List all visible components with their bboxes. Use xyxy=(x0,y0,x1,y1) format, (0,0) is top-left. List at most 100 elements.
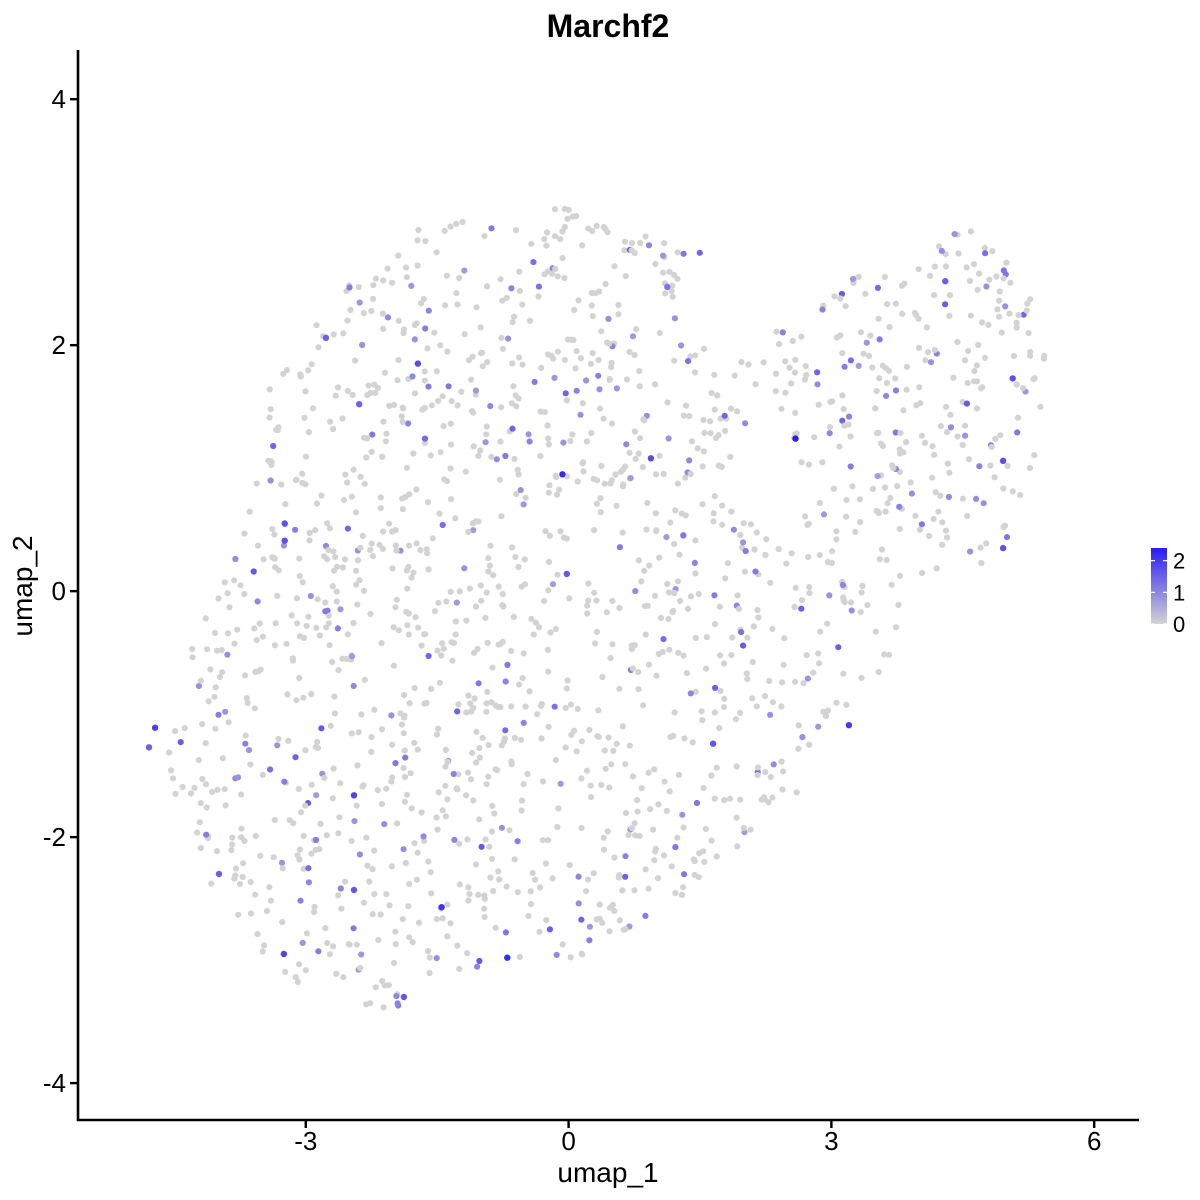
cell-point-high xyxy=(145,744,153,751)
cell-point xyxy=(361,676,368,683)
cell-point xyxy=(816,552,823,559)
cell-point xyxy=(382,438,389,445)
cell-point xyxy=(529,869,536,877)
cell-point xyxy=(295,785,302,793)
cell-point xyxy=(518,583,525,590)
cell-point xyxy=(1013,324,1020,331)
cell-point xyxy=(344,387,351,394)
cell-point xyxy=(622,926,629,933)
cell-point xyxy=(700,784,707,792)
cell-point xyxy=(508,544,516,551)
cell-point xyxy=(936,243,943,250)
cell-point xyxy=(322,925,329,932)
cell-point xyxy=(762,551,769,559)
cell-point xyxy=(622,273,629,280)
cell-point-high xyxy=(356,401,363,408)
cell-point xyxy=(216,673,224,681)
cell-point xyxy=(418,642,425,649)
cell-point xyxy=(671,357,678,364)
cell-point xyxy=(275,735,282,743)
cell-point xyxy=(169,775,177,782)
cell-point xyxy=(672,507,679,514)
cell-point xyxy=(325,620,332,627)
cell-point xyxy=(253,637,260,644)
cell-point xyxy=(481,905,488,912)
cell-point xyxy=(979,319,986,326)
cell-point xyxy=(371,891,378,898)
cell-point xyxy=(703,634,711,641)
cell-point xyxy=(557,236,564,243)
cell-point xyxy=(344,525,351,532)
cell-point xyxy=(583,377,590,384)
cell-point xyxy=(212,684,219,691)
cell-point xyxy=(208,788,216,796)
cell-point xyxy=(628,247,635,254)
cell-point xyxy=(367,389,374,397)
cell-point xyxy=(731,372,738,379)
cell-point xyxy=(172,790,179,798)
cell-point xyxy=(541,236,548,243)
cell-point xyxy=(403,791,411,798)
cell-point xyxy=(778,758,785,765)
cell-point xyxy=(469,749,476,757)
cell-point xyxy=(475,518,482,525)
cell-point xyxy=(826,592,833,599)
cell-point xyxy=(443,598,450,605)
cell-point xyxy=(772,370,780,377)
cell-point xyxy=(655,801,662,808)
cell-point xyxy=(408,574,415,581)
cell-point xyxy=(250,568,257,575)
cell-point xyxy=(392,527,399,534)
cell-point xyxy=(680,412,687,419)
cell-point xyxy=(329,583,336,590)
cell-point xyxy=(747,826,754,833)
cell-point xyxy=(475,452,482,459)
cell-point xyxy=(680,250,687,257)
cell-point xyxy=(802,513,809,520)
cell-point xyxy=(477,324,484,331)
cell-point xyxy=(991,474,998,481)
cell-point xyxy=(426,969,433,977)
cell-point xyxy=(510,613,517,621)
cell-point xyxy=(929,474,936,481)
cell-point xyxy=(403,274,410,281)
cell-point xyxy=(642,233,649,240)
cell-point xyxy=(728,508,735,515)
cell-point xyxy=(462,468,469,475)
cell-point xyxy=(455,701,462,708)
cell-point xyxy=(578,825,585,832)
cell-point xyxy=(270,854,277,861)
cell-point xyxy=(668,288,675,295)
y-axis-label: umap_2 xyxy=(7,535,38,636)
cell-point xyxy=(179,783,186,791)
cell-point xyxy=(484,639,491,646)
cell-point xyxy=(546,532,553,539)
cell-point xyxy=(562,390,569,397)
cell-point xyxy=(381,821,388,828)
cell-point xyxy=(549,270,556,277)
cell-point xyxy=(450,770,457,778)
cell-point xyxy=(254,542,262,549)
cell-point xyxy=(858,674,865,682)
cell-point xyxy=(421,439,429,446)
cell-point xyxy=(985,321,992,328)
cell-point xyxy=(587,360,595,367)
cell-point xyxy=(378,726,386,733)
cell-point xyxy=(214,647,221,654)
cell-point xyxy=(931,346,938,354)
cell-point xyxy=(522,703,529,710)
cell-point xyxy=(439,807,446,814)
cell-point xyxy=(363,454,370,461)
cell-point xyxy=(282,968,289,976)
cell-point xyxy=(653,527,660,534)
cell-point xyxy=(514,466,521,473)
cell-point xyxy=(456,274,463,282)
cell-point xyxy=(397,710,404,717)
cell-point xyxy=(454,786,461,793)
cell-point xyxy=(707,430,714,437)
cell-point xyxy=(353,567,360,574)
cell-point xyxy=(368,540,375,547)
cell-point xyxy=(505,335,512,342)
cell-point xyxy=(843,701,850,708)
cell-point xyxy=(519,301,526,308)
